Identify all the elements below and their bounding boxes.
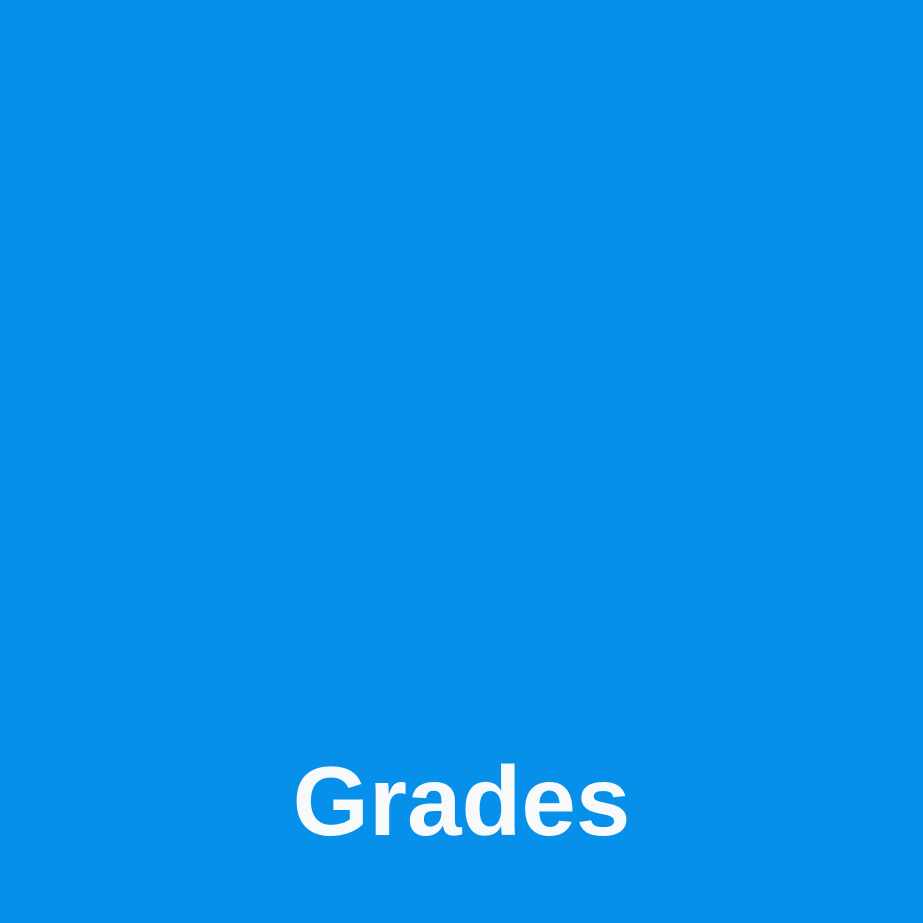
tile-label: Grades: [292, 746, 631, 856]
